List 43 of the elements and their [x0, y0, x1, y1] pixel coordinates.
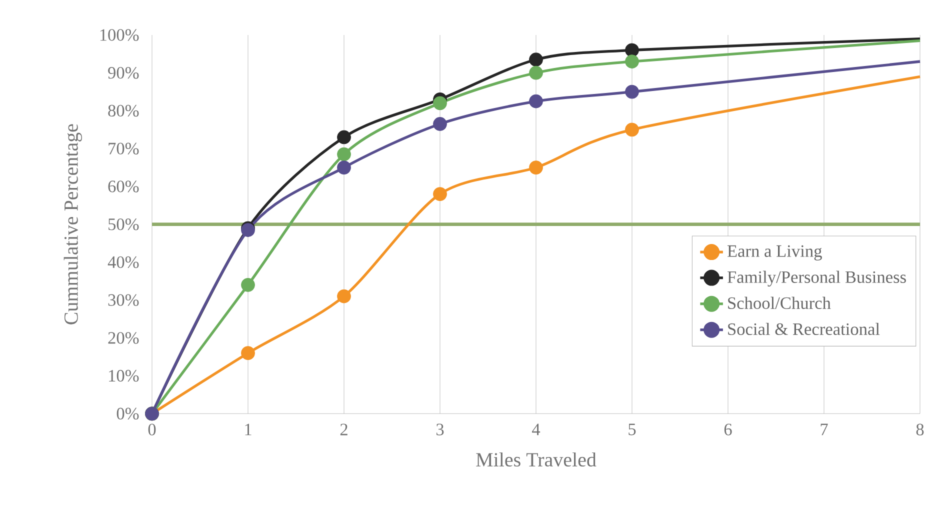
legend-label: Family/Personal Business — [727, 270, 906, 287]
point — [337, 130, 351, 144]
x-tick-label: 5 — [628, 424, 636, 436]
point — [625, 43, 639, 58]
point — [337, 148, 351, 162]
y-tick-label: 60% — [108, 180, 139, 193]
y-tick-label: 10% — [109, 370, 139, 382]
y-tick-label: 90% — [108, 67, 139, 79]
x-tick-label: 1 — [245, 424, 252, 436]
y-axis-title: Cummulative Percentage — [64, 124, 82, 324]
point — [529, 66, 543, 80]
y-tick-label: 20% — [108, 332, 139, 344]
point — [433, 117, 447, 132]
x-tick-label: 6 — [724, 424, 732, 436]
legend-label: School/Church — [728, 296, 831, 310]
y-tick-label: 40% — [108, 256, 139, 268]
point — [337, 160, 351, 175]
x-tick-label: 0 — [148, 424, 156, 436]
x-tick-label: 3 — [436, 424, 444, 436]
x-tick-label: 7 — [820, 424, 828, 436]
point — [529, 52, 543, 67]
point — [433, 187, 447, 202]
x-tick-label: 2 — [340, 424, 348, 436]
y-tick-label: 50% — [108, 218, 139, 230]
point — [625, 85, 639, 99]
point — [337, 290, 351, 304]
y-tick-label: 80% — [108, 105, 139, 117]
legend-label: Social & Recreational — [728, 322, 880, 336]
point — [433, 96, 447, 110]
point — [625, 54, 639, 69]
point — [529, 94, 543, 108]
y-tick-label: 0% — [116, 408, 139, 420]
y-tick-label: 30% — [108, 294, 139, 306]
point — [241, 278, 255, 292]
x-axis-title: Miles Traveled — [476, 452, 596, 467]
legend-label: Earn a Living — [727, 245, 822, 261]
x-tick-label: 4 — [532, 424, 540, 436]
y-tick-label: 70% — [108, 142, 139, 155]
point — [529, 160, 543, 175]
y-tick-label: 100% — [100, 29, 139, 42]
point — [241, 346, 255, 360]
x-tick-label: 8 — [916, 424, 924, 436]
point — [625, 122, 639, 137]
